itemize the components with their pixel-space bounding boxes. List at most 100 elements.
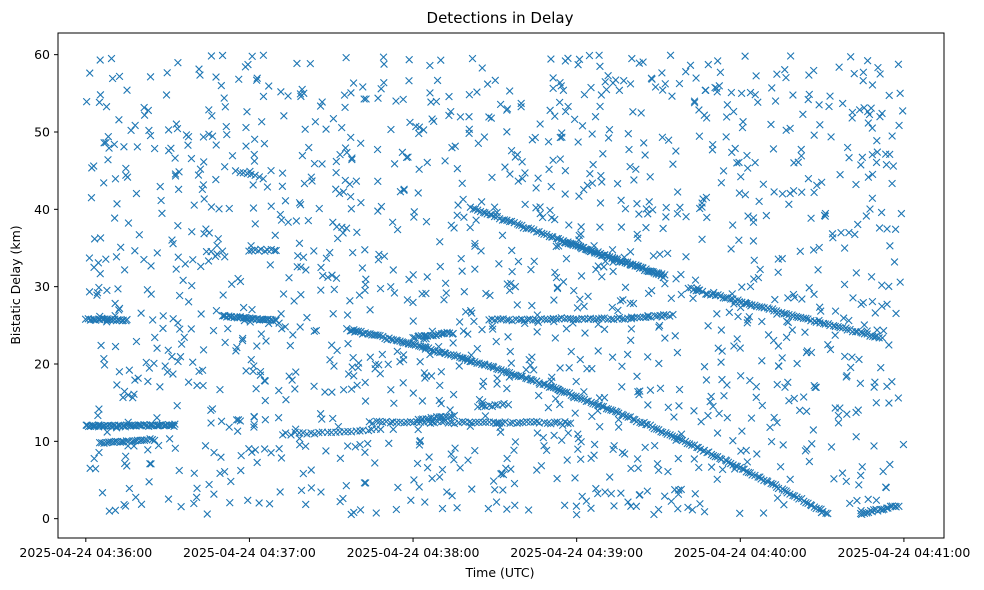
detection-marker-clutter-point xyxy=(284,92,292,100)
detection-marker-clutter-point xyxy=(337,123,346,132)
detection-marker-track-point xyxy=(838,323,847,332)
detection-marker-track-point xyxy=(780,309,789,318)
detection-marker-clutter-point xyxy=(889,162,898,170)
detection-marker-clutter-point xyxy=(488,173,496,182)
detection-marker-clutter-point xyxy=(285,372,293,380)
detection-marker-track-point xyxy=(643,420,652,429)
detection-marker-clutter-point xyxy=(780,65,789,74)
detection-marker-clutter-point xyxy=(406,118,414,127)
detection-marker-clutter-point xyxy=(164,346,173,355)
detection-marker-clutter-point xyxy=(875,224,884,232)
detection-marker-clutter-point xyxy=(604,71,612,80)
detection-marker-clutter-point xyxy=(356,139,365,148)
detection-marker-track-point xyxy=(577,395,586,403)
detection-marker-clutter-point xyxy=(349,372,358,380)
detection-marker-clutter-point xyxy=(164,495,173,503)
detection-marker-clutter-point xyxy=(380,252,389,261)
detection-marker-clutter-point xyxy=(104,155,112,164)
detection-marker-clutter-point xyxy=(532,184,540,192)
detection-marker-clutter-point xyxy=(674,504,682,513)
detection-marker-clutter-point xyxy=(681,67,690,76)
detection-marker-clutter-point xyxy=(610,441,618,450)
detection-marker-clutter-point xyxy=(727,245,735,253)
detection-marker-clutter-point xyxy=(463,355,472,363)
detection-marker-track-point xyxy=(782,310,790,318)
detection-marker-clutter-point xyxy=(253,74,262,82)
detection-marker-track-point xyxy=(627,314,636,323)
detection-marker-track-point xyxy=(540,230,548,238)
detection-marker-clutter-point xyxy=(548,373,556,382)
detection-marker-clutter-point xyxy=(879,467,887,476)
detection-marker-clutter-point xyxy=(390,160,399,168)
detection-marker-clutter-point xyxy=(180,333,189,342)
x-tick-label: 2025-04-24 04:38:00 xyxy=(347,545,480,560)
detection-marker-clutter-point xyxy=(895,121,903,130)
detection-marker-clutter-point xyxy=(295,199,304,207)
detection-marker-clutter-point xyxy=(661,334,669,342)
detection-marker-clutter-point xyxy=(203,510,212,518)
detection-marker-clutter-point xyxy=(297,486,306,495)
detection-marker-clutter-point xyxy=(212,73,220,81)
detection-marker-clutter-point xyxy=(161,362,169,370)
detection-marker-clutter-point xyxy=(115,367,124,376)
detection-marker-clutter-point xyxy=(421,345,430,353)
detection-marker-clutter-point xyxy=(303,313,311,322)
detection-marker-clutter-point xyxy=(213,241,221,250)
detection-marker-clutter-point xyxy=(238,334,247,343)
detection-marker-clutter-point xyxy=(770,188,778,196)
detection-marker-track-point xyxy=(604,405,613,414)
detection-marker-clutter-point xyxy=(414,425,422,434)
detection-marker-clutter-point xyxy=(536,209,545,218)
detection-marker-clutter-point xyxy=(758,356,766,365)
detection-marker-clutter-point xyxy=(97,341,105,350)
detection-marker-track-point xyxy=(653,312,662,320)
detection-marker-clutter-point xyxy=(455,362,464,370)
detection-marker-clutter-point xyxy=(633,372,641,381)
detection-marker-track-point xyxy=(340,427,349,436)
detection-marker-clutter-point xyxy=(794,158,803,167)
detection-marker-clutter-point xyxy=(251,446,260,454)
detection-marker-clutter-point xyxy=(377,202,386,211)
detection-marker-clutter-point xyxy=(858,153,867,162)
detection-marker-track-point xyxy=(535,379,543,387)
detection-marker-track-point xyxy=(393,336,402,345)
detection-marker-clutter-point xyxy=(684,503,692,512)
detection-marker-clutter-point xyxy=(672,147,680,155)
detection-marker-clutter-point xyxy=(437,367,446,376)
detection-marker-clutter-point xyxy=(846,53,855,61)
detection-marker-clutter-point xyxy=(295,239,304,248)
detection-marker-clutter-point xyxy=(595,51,603,60)
detection-marker-clutter-point xyxy=(253,458,261,467)
detection-marker-clutter-point xyxy=(717,326,726,334)
detection-marker-clutter-point xyxy=(505,286,514,295)
detection-marker-clutter-point xyxy=(590,241,598,250)
detection-marker-clutter-point xyxy=(736,372,745,380)
detection-marker-track-point xyxy=(469,205,478,213)
detection-marker-clutter-point xyxy=(227,280,236,288)
detection-marker-clutter-point xyxy=(629,299,638,308)
detection-marker-clutter-point xyxy=(328,388,336,396)
detection-marker-clutter-point xyxy=(112,253,121,261)
detection-marker-track-point xyxy=(255,173,264,181)
detection-marker-clutter-point xyxy=(608,246,617,254)
detection-marker-clutter-point xyxy=(121,452,130,461)
detection-marker-clutter-point xyxy=(102,255,110,263)
detection-marker-clutter-point xyxy=(256,367,265,376)
detection-marker-clutter-point xyxy=(361,479,370,487)
detection-marker-clutter-point xyxy=(125,484,134,493)
detection-marker-clutter-point xyxy=(378,350,387,359)
detection-marker-clutter-point xyxy=(267,202,276,210)
detection-marker-clutter-point xyxy=(722,113,731,121)
detection-marker-clutter-point xyxy=(896,89,904,98)
detection-marker-track-point xyxy=(875,334,883,342)
detection-marker-clutter-point xyxy=(480,133,489,141)
detection-marker-clutter-point xyxy=(511,282,520,291)
detection-marker-clutter-point xyxy=(361,448,369,457)
detection-marker-clutter-point xyxy=(781,383,789,392)
detection-marker-clutter-point xyxy=(340,91,349,99)
detection-marker-clutter-point xyxy=(661,279,669,288)
scatter-marks xyxy=(81,51,908,519)
detection-marker-clutter-point xyxy=(894,394,903,402)
detection-marker-clutter-point xyxy=(478,325,486,334)
